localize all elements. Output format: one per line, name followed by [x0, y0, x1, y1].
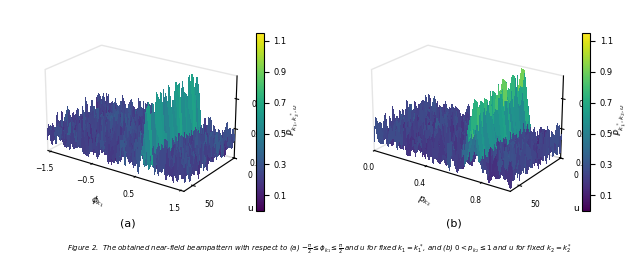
Text: Figure 2.  The obtained near-field beampattern with respect to (a) $-\frac{\pi}{: Figure 2. The obtained near-field beampa… [67, 243, 573, 254]
Y-axis label: u: u [247, 204, 253, 213]
Text: (b): (b) [446, 219, 461, 229]
Text: (a): (a) [120, 219, 135, 229]
Y-axis label: u: u [573, 204, 579, 213]
X-axis label: $\phi_{k_1}$: $\phi_{k_1}$ [89, 193, 106, 210]
X-axis label: $p_{k_2}$: $p_{k_2}$ [416, 194, 433, 209]
